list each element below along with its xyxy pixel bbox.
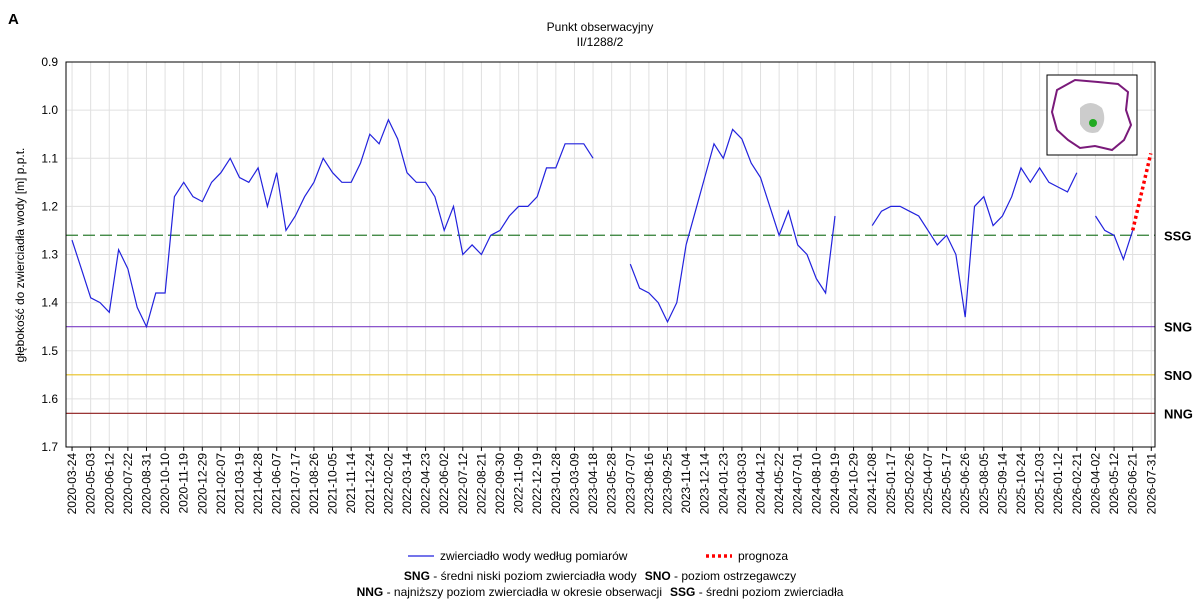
x-tick-label: 2026-07-31	[1144, 453, 1158, 515]
x-tick-label: 2025-08-05	[977, 453, 991, 515]
x-tick-label: 2022-04-23	[419, 453, 433, 515]
y-tick-label: 1.4	[41, 296, 58, 310]
x-tick-label: 2022-06-02	[437, 453, 451, 515]
reference-label: SNO	[1164, 368, 1192, 383]
x-tick-label: 2025-04-07	[921, 453, 935, 515]
x-tick-label: 2021-06-07	[270, 453, 284, 515]
x-tick-label: 2026-02-21	[1070, 453, 1084, 515]
x-tick-label: 2026-06-21	[1126, 453, 1140, 515]
x-tick-label: 2025-10-24	[1014, 453, 1028, 515]
x-tick-label: 2020-03-24	[65, 453, 79, 515]
reference-label: SSG	[1164, 228, 1191, 243]
x-tick-label: 2020-07-22	[121, 453, 135, 515]
x-tick-label: 2023-07-07	[623, 453, 637, 515]
x-tick-label: 2025-01-17	[884, 453, 898, 515]
note-abbr: NNG	[357, 585, 384, 599]
x-tick-label: 2026-05-12	[1107, 453, 1121, 515]
note-text: - średni poziom zwierciadła	[695, 585, 843, 599]
x-tick-label: 2023-01-28	[549, 453, 563, 515]
x-tick-label: 2024-05-22	[772, 453, 786, 515]
note-text: - średni niski poziom zwierciadła wody	[430, 569, 637, 583]
y-tick-label: 0.9	[41, 55, 58, 69]
note-abbr: SNG	[404, 569, 430, 583]
x-tick-label: 2025-06-26	[958, 453, 972, 515]
x-tick-label: 2024-09-19	[828, 453, 842, 515]
x-tick-label: 2023-11-04	[679, 453, 693, 514]
x-tick-label: 2020-06-12	[102, 453, 116, 515]
x-tick-label: 2023-08-16	[642, 453, 656, 515]
plot-frame	[65, 61, 1156, 448]
x-tick-label: 2025-09-14	[995, 453, 1009, 515]
note-abbr: SSG	[670, 585, 695, 599]
x-tick-label: 2021-02-07	[214, 453, 228, 515]
note-abbr: SNO	[645, 569, 671, 583]
map-inset	[1046, 74, 1138, 156]
x-tick-label: 2023-09-25	[660, 453, 674, 515]
panel-label: A	[8, 11, 19, 28]
x-tick-label: 2024-12-08	[865, 453, 879, 515]
y-tick-label: 1.3	[41, 248, 58, 262]
x-tick-label: 2020-10-10	[158, 453, 172, 515]
reference-label: NNG	[1164, 406, 1193, 421]
x-tick-label: 2023-05-28	[605, 453, 619, 515]
x-tick-label: 2020-08-31	[139, 453, 153, 515]
note-text: - poziom ostrzegawczy	[671, 569, 796, 583]
y-tick-label: 1.2	[41, 199, 58, 213]
x-tick-label: 2022-11-09	[512, 453, 526, 514]
map-region	[1080, 103, 1105, 133]
x-tick-label: 2025-02-26	[902, 453, 916, 515]
x-tick-label: 2022-09-30	[493, 453, 507, 515]
x-tick-label: 2020-05-03	[84, 453, 98, 515]
x-tick-label: 2021-08-26	[307, 453, 321, 515]
x-tick-label: 2021-07-17	[288, 453, 302, 515]
map-outline	[1050, 78, 1133, 152]
y-tick-label: 1.7	[41, 440, 58, 454]
x-tick-label: 2023-03-09	[567, 453, 581, 515]
x-tick-label: 2022-07-12	[456, 453, 470, 515]
map-point	[1089, 119, 1097, 127]
x-tick-label: 2024-07-01	[791, 453, 805, 515]
y-tick-label: 1.6	[41, 392, 58, 406]
x-tick-label: 2024-03-03	[735, 453, 749, 515]
x-tick-label: 2024-10-29	[847, 453, 861, 515]
x-tick-label: 2023-12-14	[698, 453, 712, 515]
x-tick-label: 2020-12-29	[195, 453, 209, 515]
y-tick-label: 1.5	[41, 344, 58, 358]
legend-label: zwierciadło wody według pomiarów	[440, 549, 628, 563]
x-tick-label: 2025-05-17	[940, 453, 954, 515]
legend-label: prognoza	[738, 549, 788, 563]
chart-subtitle: II/1288/2	[577, 35, 624, 49]
x-tick-label: 2022-08-21	[474, 453, 488, 515]
reference-label: SNG	[1164, 320, 1192, 335]
x-tick-label: 2022-03-14	[400, 453, 414, 515]
x-tick-label: 2021-04-28	[251, 453, 265, 515]
series-line	[71, 118, 1134, 329]
y-tick-label: 1.1	[41, 151, 58, 165]
x-tick-label: 2024-01-23	[716, 453, 730, 515]
x-tick-label: 2022-02-02	[381, 453, 395, 515]
note-line: NNG - najniższy poziom zwierciadła w okr…	[357, 585, 844, 599]
y-tick-label: 1.0	[41, 103, 58, 117]
x-tick-label: 2024-08-10	[809, 453, 823, 515]
x-tick-label: 2022-12-19	[530, 453, 544, 515]
x-tick-label: 2020-11-19	[177, 453, 191, 514]
x-tick-label: 2023-04-18	[586, 453, 600, 515]
x-tick-label: 2021-11-14	[344, 453, 358, 514]
chart-title: Punkt obserwacyjny	[547, 20, 654, 34]
x-tick-label: 2025-12-03	[1033, 453, 1047, 515]
x-tick-label: 2021-12-24	[363, 453, 377, 515]
x-tick-label: 2021-10-05	[326, 453, 340, 515]
x-tick-label: 2026-01-12	[1051, 453, 1065, 515]
x-tick-label: 2026-04-02	[1088, 453, 1102, 515]
y-axis-label: głębokość do zwierciadła wody [m] p.p.t.	[13, 148, 27, 363]
x-tick-label: 2024-04-12	[754, 453, 768, 515]
series-line	[1130, 152, 1153, 231]
x-tick-label: 2021-03-19	[233, 453, 247, 515]
note-text: - najniższy poziom zwierciadła w okresie…	[383, 585, 662, 599]
note-line: SNG - średni niski poziom zwierciadła wo…	[404, 569, 796, 583]
